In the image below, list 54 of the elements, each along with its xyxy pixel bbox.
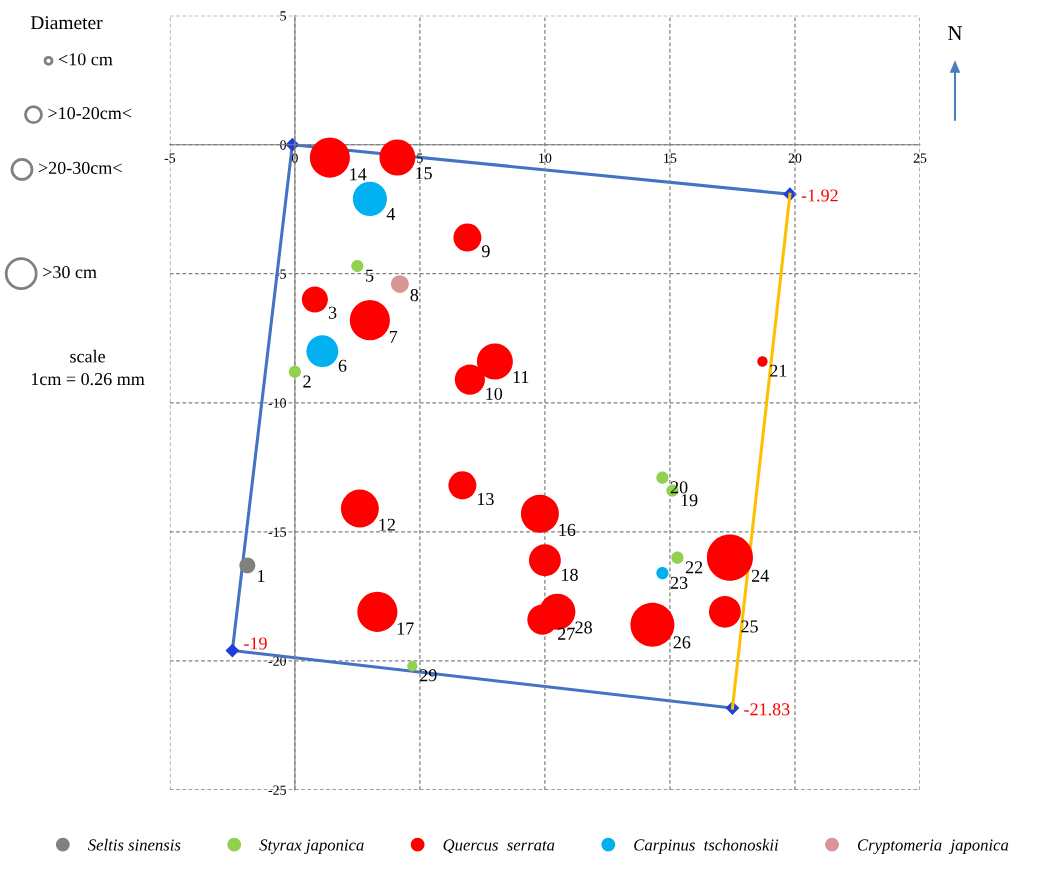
annotation: 23 [670,576,688,589]
y-tick-label: -20 [268,656,287,666]
data-label: -21.83 [744,703,790,716]
annotation: 6 [338,359,347,372]
annotation: 18 [562,568,578,581]
annotation: 4 [386,208,396,220]
annotation: 19 [681,494,698,507]
text: 1cm = 0.26 mm [31,372,145,386]
annotation: 7 [389,330,398,343]
x-tick-label: 10 [539,153,552,163]
x-tick-label: 0 [291,153,298,163]
legend-label: Cryptomeria japonica [857,839,1009,854]
legend-label: Seltis sinensis [88,838,181,851]
annotation: 14 [350,168,367,181]
annotation: 28 [575,621,592,634]
annotation: 20 [670,481,688,494]
text: >20-30cm< [38,161,122,174]
legend-label: Quercus serrata [443,839,555,854]
annotation: 17 [397,622,414,635]
annotation: 13 [477,492,494,506]
y-tick-label: 5 [280,11,286,21]
y-tick-label: -10 [268,398,287,408]
x-tick-label: -5 [164,153,176,163]
y-tick-label: -25 [268,785,286,795]
annotation: -19 [244,637,267,650]
text: N [948,26,963,41]
annotation: 9 [481,245,490,258]
annotation: 12 [379,518,395,531]
y-tick-label: -15 [268,527,286,537]
annotation: 3 [328,306,337,319]
annotation: 5 [366,269,374,282]
x-tick-label: 15 [664,153,677,163]
y-tick-label: 0 [280,140,287,150]
annotation: 11 [513,371,529,384]
annotation: 27 [558,627,575,640]
annotation: 26 [673,636,691,649]
annotation: 8 [410,289,419,302]
annotation: 1 [258,569,265,582]
annotation: 2 [303,375,311,388]
text: scale [70,349,105,363]
x-tick-label: 20 [788,153,802,163]
annotation: 15 [416,167,432,180]
text: <10 cm [58,53,113,66]
x-tick-label: 25 [913,153,927,163]
annotation: 24 [751,569,769,582]
annotation: 10 [486,387,503,400]
data-label: -1.92 [801,189,838,202]
text: Diameter [30,16,103,30]
annotation: 22 [685,561,703,574]
text: >30 cm [43,266,97,279]
text: >10-20cm< [48,107,132,120]
annotation: 16 [559,523,576,536]
legend-label: Carpinus tschonoskii [634,838,779,854]
legend-label: Styrax japonica [259,839,364,854]
